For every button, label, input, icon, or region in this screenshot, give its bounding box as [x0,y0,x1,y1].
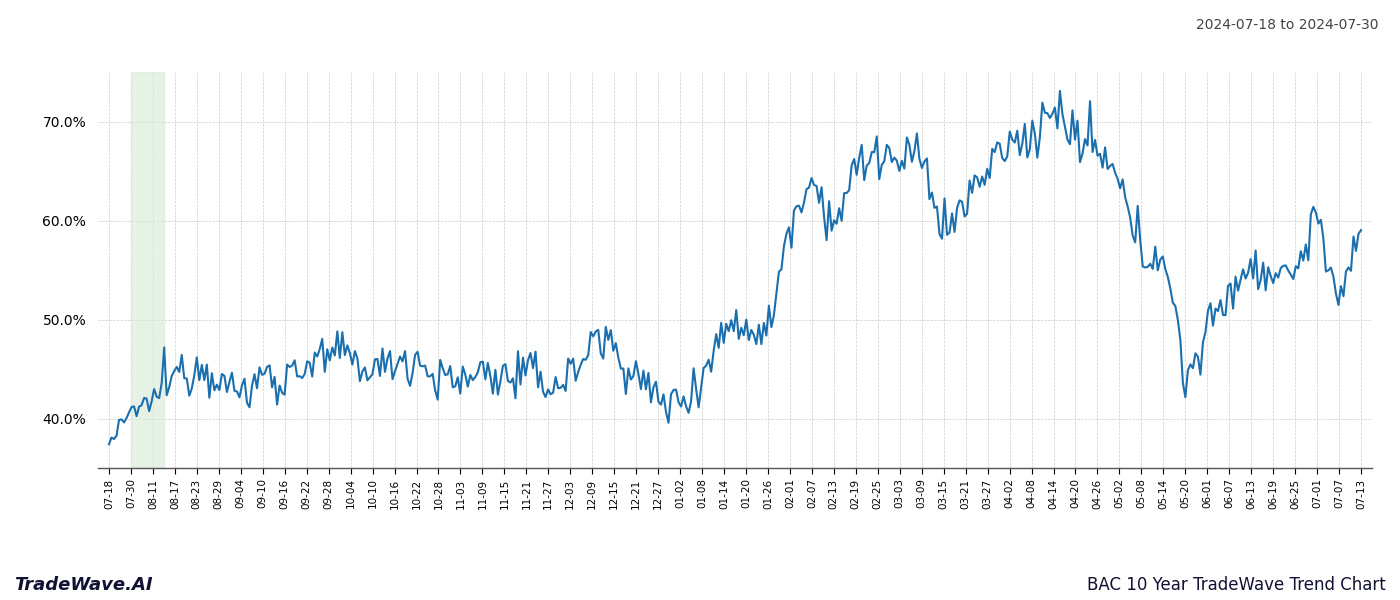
Text: BAC 10 Year TradeWave Trend Chart: BAC 10 Year TradeWave Trend Chart [1088,576,1386,594]
Bar [132,72,164,468]
Text: TradeWave.AI: TradeWave.AI [14,576,153,594]
Text: 2024-07-18 to 2024-07-30: 2024-07-18 to 2024-07-30 [1197,18,1379,32]
